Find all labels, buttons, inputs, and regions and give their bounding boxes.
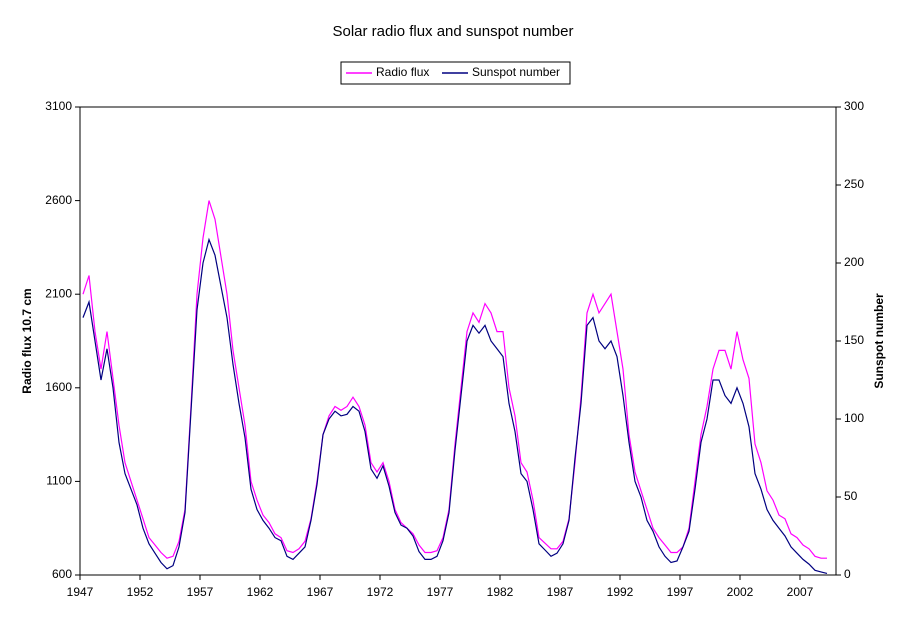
x-tick-label: 1947 <box>67 585 94 599</box>
series-line <box>82 237 828 574</box>
legend-label: Sunspot number <box>472 65 560 79</box>
y2-tick-label: 250 <box>844 177 864 191</box>
x-tick-label: 1992 <box>607 585 634 599</box>
y2-tick-label: 0 <box>844 567 851 581</box>
y-tick-label: 3100 <box>45 99 72 113</box>
x-tick-label: 1982 <box>487 585 514 599</box>
x-tick-label: 2007 <box>787 585 814 599</box>
y2-axis-title: Sunspot number <box>872 293 886 389</box>
y2-tick-label: 200 <box>844 255 864 269</box>
y-tick-label: 2600 <box>45 193 72 207</box>
y2-tick-label: 50 <box>844 489 858 503</box>
x-tick-label: 1957 <box>187 585 214 599</box>
x-tick-label: 1997 <box>667 585 694 599</box>
series-line <box>82 200 827 559</box>
legend-label: Radio flux <box>376 65 429 79</box>
y-tick-label: 2100 <box>45 286 72 300</box>
x-tick-label: 1952 <box>127 585 154 599</box>
y2-tick-label: 300 <box>844 99 864 113</box>
chart-title: Solar radio flux and sunspot number <box>333 23 574 40</box>
y-tick-label: 1100 <box>46 474 72 488</box>
plot-area <box>79 106 837 576</box>
x-tick-label: 1977 <box>427 585 454 599</box>
y-tick-label: 600 <box>52 567 72 581</box>
y2-tick-label: 100 <box>844 411 864 425</box>
x-tick-label: 2002 <box>727 585 754 599</box>
y-tick-label: 1600 <box>45 380 72 394</box>
x-tick-label: 1962 <box>247 585 274 599</box>
y-axis-title: Radio flux 10.7 cm <box>20 288 34 393</box>
x-tick-label: 1972 <box>367 585 394 599</box>
x-tick-label: 1967 <box>307 585 334 599</box>
y2-tick-label: 150 <box>844 333 864 347</box>
x-tick-label: 1987 <box>547 585 574 599</box>
